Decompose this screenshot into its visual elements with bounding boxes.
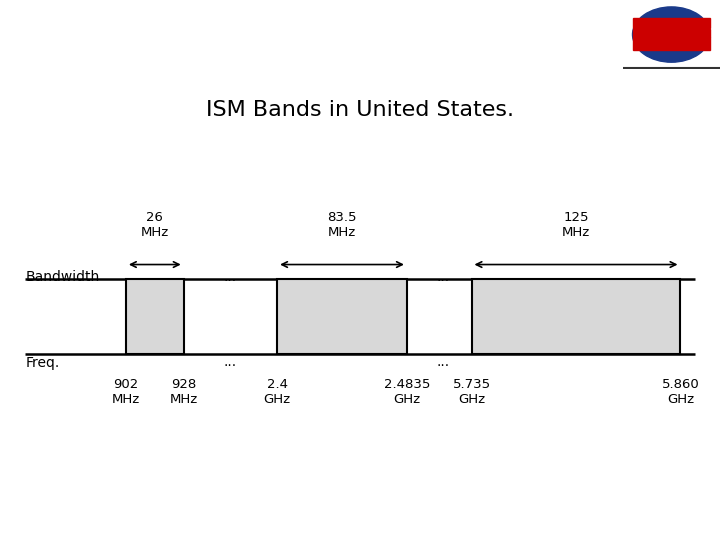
Text: 5.860
GHz: 5.860 GHz — [662, 377, 699, 406]
Text: 902
MHz: 902 MHz — [112, 377, 140, 406]
Text: ...: ... — [436, 355, 449, 369]
Text: Freq.: Freq. — [25, 356, 60, 370]
Bar — [126, 279, 184, 354]
Text: ...: ... — [224, 270, 237, 284]
Bar — [472, 279, 680, 354]
Text: 26
MHz: 26 MHz — [140, 211, 169, 239]
Text: 2.4
GHz: 2.4 GHz — [264, 377, 291, 406]
Text: Bandwidth: Bandwidth — [25, 270, 99, 284]
Bar — [633, 37, 710, 50]
Text: 125
MHz: 125 MHz — [562, 211, 590, 239]
Text: 83.5
MHz: 83.5 MHz — [328, 211, 356, 239]
Text: ...: ... — [224, 355, 237, 369]
Text: 2.4835
GHz: 2.4835 GHz — [384, 377, 430, 406]
Text: Electromagnetic Spectrum: Electromagnetic Spectrum — [62, 18, 561, 51]
Bar — [277, 279, 407, 354]
Bar — [633, 18, 710, 28]
Bar — [633, 29, 710, 37]
Text: ...: ... — [436, 270, 449, 284]
Circle shape — [633, 7, 710, 62]
Text: 928
MHz: 928 MHz — [169, 377, 198, 406]
Text: 5.735
GHz: 5.735 GHz — [453, 377, 490, 406]
Text: ISM Bands in United States.: ISM Bands in United States. — [206, 100, 514, 120]
